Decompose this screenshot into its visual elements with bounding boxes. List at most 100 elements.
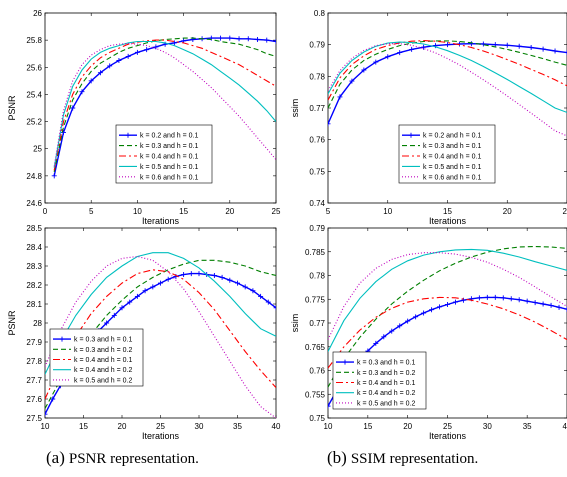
y-tick-label: 0.77	[309, 319, 325, 328]
chart-panel-1: 0 5 10 15 20 25 24.6 24.8 25 25.2 25.4 25.6 25.8 26 It…	[7, 9, 281, 226]
data-point	[452, 299, 458, 305]
x-axis-label: Iterations	[142, 216, 180, 226]
data-point	[125, 53, 131, 59]
y-tick-label: 27.9	[26, 338, 42, 347]
y-tick-label: 0.79	[309, 224, 325, 233]
legend-label: k = 0.3 and h = 0.2	[357, 370, 415, 377]
data-point	[70, 105, 76, 111]
data-point	[242, 284, 248, 290]
series-line-4	[53, 40, 276, 168]
x-tick-label: 15	[179, 207, 188, 216]
data-point	[528, 45, 534, 51]
x-tick-label: 30	[195, 422, 204, 431]
data-point	[484, 294, 490, 300]
data-point	[119, 305, 125, 311]
data-point	[196, 271, 202, 277]
series-line-3	[45, 269, 276, 400]
data-point	[227, 35, 233, 41]
series-line-2	[328, 40, 567, 109]
series-line-3	[53, 39, 276, 171]
legend-label: k = 0.5 and h = 0.1	[423, 164, 481, 171]
y-tick-label: 25.8	[26, 36, 42, 45]
data-point	[245, 36, 251, 42]
y-tick-label: 25.6	[26, 63, 42, 72]
chart-panel-3: 10 15 20 25 30 35 40 27.5 27.6 27.7 27.8 27.9 28 28.1…	[7, 224, 281, 441]
y-tick-label: 0.8	[314, 9, 326, 18]
x-tick-label: 20	[403, 422, 412, 431]
data-point	[219, 274, 225, 280]
data-point	[516, 297, 522, 303]
x-tick-label: 40	[272, 422, 281, 431]
data-point	[389, 328, 395, 334]
series-line-5	[45, 255, 276, 418]
series-group	[51, 35, 276, 179]
y-tick-label: 25	[33, 145, 42, 154]
y-axis-label: PSNR	[7, 95, 17, 121]
data-point	[250, 288, 256, 294]
series-line-2	[53, 37, 276, 172]
y-tick-label: 0.79	[309, 41, 325, 50]
y-tick-label: 0.785	[305, 248, 326, 257]
data-point	[524, 298, 530, 304]
chart-panel-4: 10 15 20 25 30 35 40 0.75 0.755 0.76 0.765 0.77 0.77…	[290, 224, 567, 441]
x-tick-label: 0	[43, 207, 48, 216]
data-point	[273, 305, 276, 311]
x-tick-label: 35	[523, 422, 532, 431]
x-tick-label: 30	[483, 422, 492, 431]
data-point	[468, 41, 474, 47]
data-point	[445, 301, 450, 307]
data-point	[504, 42, 510, 48]
legend-label: k = 0.4 and h = 0.1	[140, 154, 198, 161]
data-point	[236, 36, 242, 42]
data-point	[134, 49, 140, 55]
caption-b: (b) SSIM representation.	[327, 448, 478, 468]
legend-label: k = 0.6 and h = 0.1	[423, 174, 481, 181]
series-line-4	[328, 248, 567, 352]
x-tick-label: 15	[79, 422, 88, 431]
x-tick-label: 20	[503, 207, 512, 216]
legend: k = 0.2 and h = 0.1 k = 0.3 and h = 0.1 k …	[115, 124, 213, 184]
data-point	[116, 58, 122, 63]
data-point	[328, 403, 331, 409]
series-line-2	[328, 245, 567, 388]
legend-label: k = 0.3 and h = 0.1	[140, 143, 198, 150]
legend-label: k = 0.3 and h = 0.1	[74, 337, 132, 344]
data-point	[421, 310, 427, 316]
x-tick-label: 15	[443, 207, 452, 216]
data-point	[437, 304, 443, 310]
data-point	[337, 94, 343, 100]
data-point	[564, 306, 567, 312]
series-line-4	[328, 41, 567, 113]
data-point	[165, 276, 171, 282]
data-point	[409, 46, 415, 52]
data-point	[540, 301, 546, 307]
y-tick-label: 0.77	[309, 104, 325, 113]
y-tick-label: 0.76	[309, 367, 325, 376]
data-point	[51, 173, 57, 179]
data-point	[79, 89, 85, 95]
data-point	[264, 37, 270, 43]
chart-panel-2: 5 10 15 20 25 0.74 0.75 0.76 0.77 0.78 0.79 0.8 Iter…	[290, 9, 567, 226]
y-tick-label: 27.8	[26, 357, 42, 366]
legend-label: k = 0.5 and h = 0.2	[74, 377, 132, 384]
y-axis-label: PSNR	[7, 310, 17, 336]
x-tick-label: 35	[233, 422, 242, 431]
data-point	[397, 323, 403, 329]
data-point	[104, 320, 110, 326]
x-tick-label: 10	[324, 422, 333, 431]
legend-label: k = 0.3 and h = 0.2	[74, 347, 132, 354]
data-point	[111, 312, 117, 318]
series-line-5	[328, 43, 567, 137]
data-point	[107, 63, 113, 69]
y-tick-label: 28	[33, 319, 42, 328]
y-tick-label: 24.6	[26, 199, 42, 208]
legend: k = 0.3 and h = 0.1 k = 0.3 and h = 0.2 k …	[49, 328, 144, 387]
x-tick-label: 25	[272, 207, 281, 216]
data-point	[158, 280, 163, 286]
data-point	[540, 46, 546, 52]
data-point	[227, 277, 233, 283]
series-group	[328, 40, 567, 137]
data-point	[516, 43, 522, 49]
y-tick-label: 0.775	[305, 295, 326, 304]
